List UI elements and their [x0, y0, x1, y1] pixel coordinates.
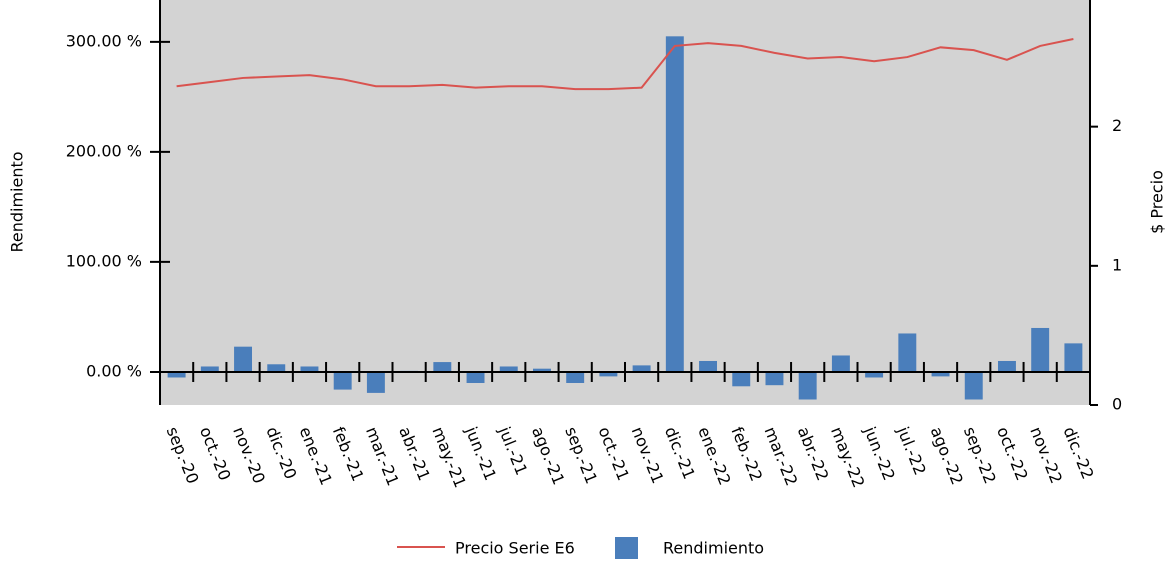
x-tick-label: jul.-21	[494, 423, 531, 478]
bar	[699, 360, 718, 372]
x-tick-label: oct.-21	[595, 424, 634, 483]
bar	[433, 362, 452, 372]
bar	[931, 371, 950, 377]
legend-swatch	[615, 537, 638, 559]
x-tick-label: jul.-22	[893, 423, 930, 478]
y-tick-label: 0.00 %	[86, 361, 142, 380]
bar	[865, 371, 884, 378]
x-tick-label: nov.-22	[1026, 424, 1066, 486]
y-tick-label: 300.00 %	[66, 31, 142, 50]
x-tick-label: dic.-21	[661, 424, 699, 482]
x-tick-label: sep.-20	[163, 424, 203, 486]
bar	[333, 371, 352, 390]
x-tick-label: nov.-20	[229, 424, 269, 486]
bar	[665, 36, 684, 372]
y2-tick-label: 0	[1112, 395, 1122, 414]
bar	[234, 346, 253, 372]
bar	[898, 333, 917, 372]
x-tick-label: nov.-21	[628, 424, 668, 486]
y-tick-label: 200.00 %	[66, 141, 142, 160]
bar	[300, 366, 319, 372]
y2-tick-label: 1	[1112, 255, 1122, 274]
bar	[997, 360, 1016, 372]
bar	[599, 371, 618, 377]
bar	[532, 368, 551, 372]
bar	[267, 364, 286, 372]
bar	[167, 371, 186, 378]
bar	[466, 371, 485, 383]
price-line	[176, 37, 1074, 91]
bar	[366, 371, 385, 393]
bar	[798, 371, 817, 400]
legend-label: Precio Serie E6	[455, 539, 575, 558]
bar	[632, 365, 651, 372]
bar	[831, 355, 850, 372]
x-tick-label: oct.-22	[993, 424, 1032, 483]
y2-tick-label: 2	[1112, 116, 1122, 135]
plot-area	[160, 0, 1090, 405]
legend-label: Rendimiento	[663, 539, 764, 558]
bar	[499, 366, 518, 372]
bar	[964, 371, 983, 400]
y-tick-label: 100.00 %	[66, 251, 142, 270]
bar	[200, 366, 219, 372]
bar	[566, 371, 585, 383]
bar	[1031, 327, 1050, 372]
bar	[765, 371, 784, 386]
y-axis-title: Rendimiento	[8, 151, 27, 252]
bar	[732, 371, 751, 387]
y2-axis-title: $ Precio	[1148, 170, 1167, 234]
x-tick-label: dic.-22	[1060, 424, 1098, 482]
x-tick-label: oct.-20	[196, 424, 235, 483]
x-tick-label: dic.-20	[262, 424, 300, 482]
bar	[1064, 343, 1083, 372]
